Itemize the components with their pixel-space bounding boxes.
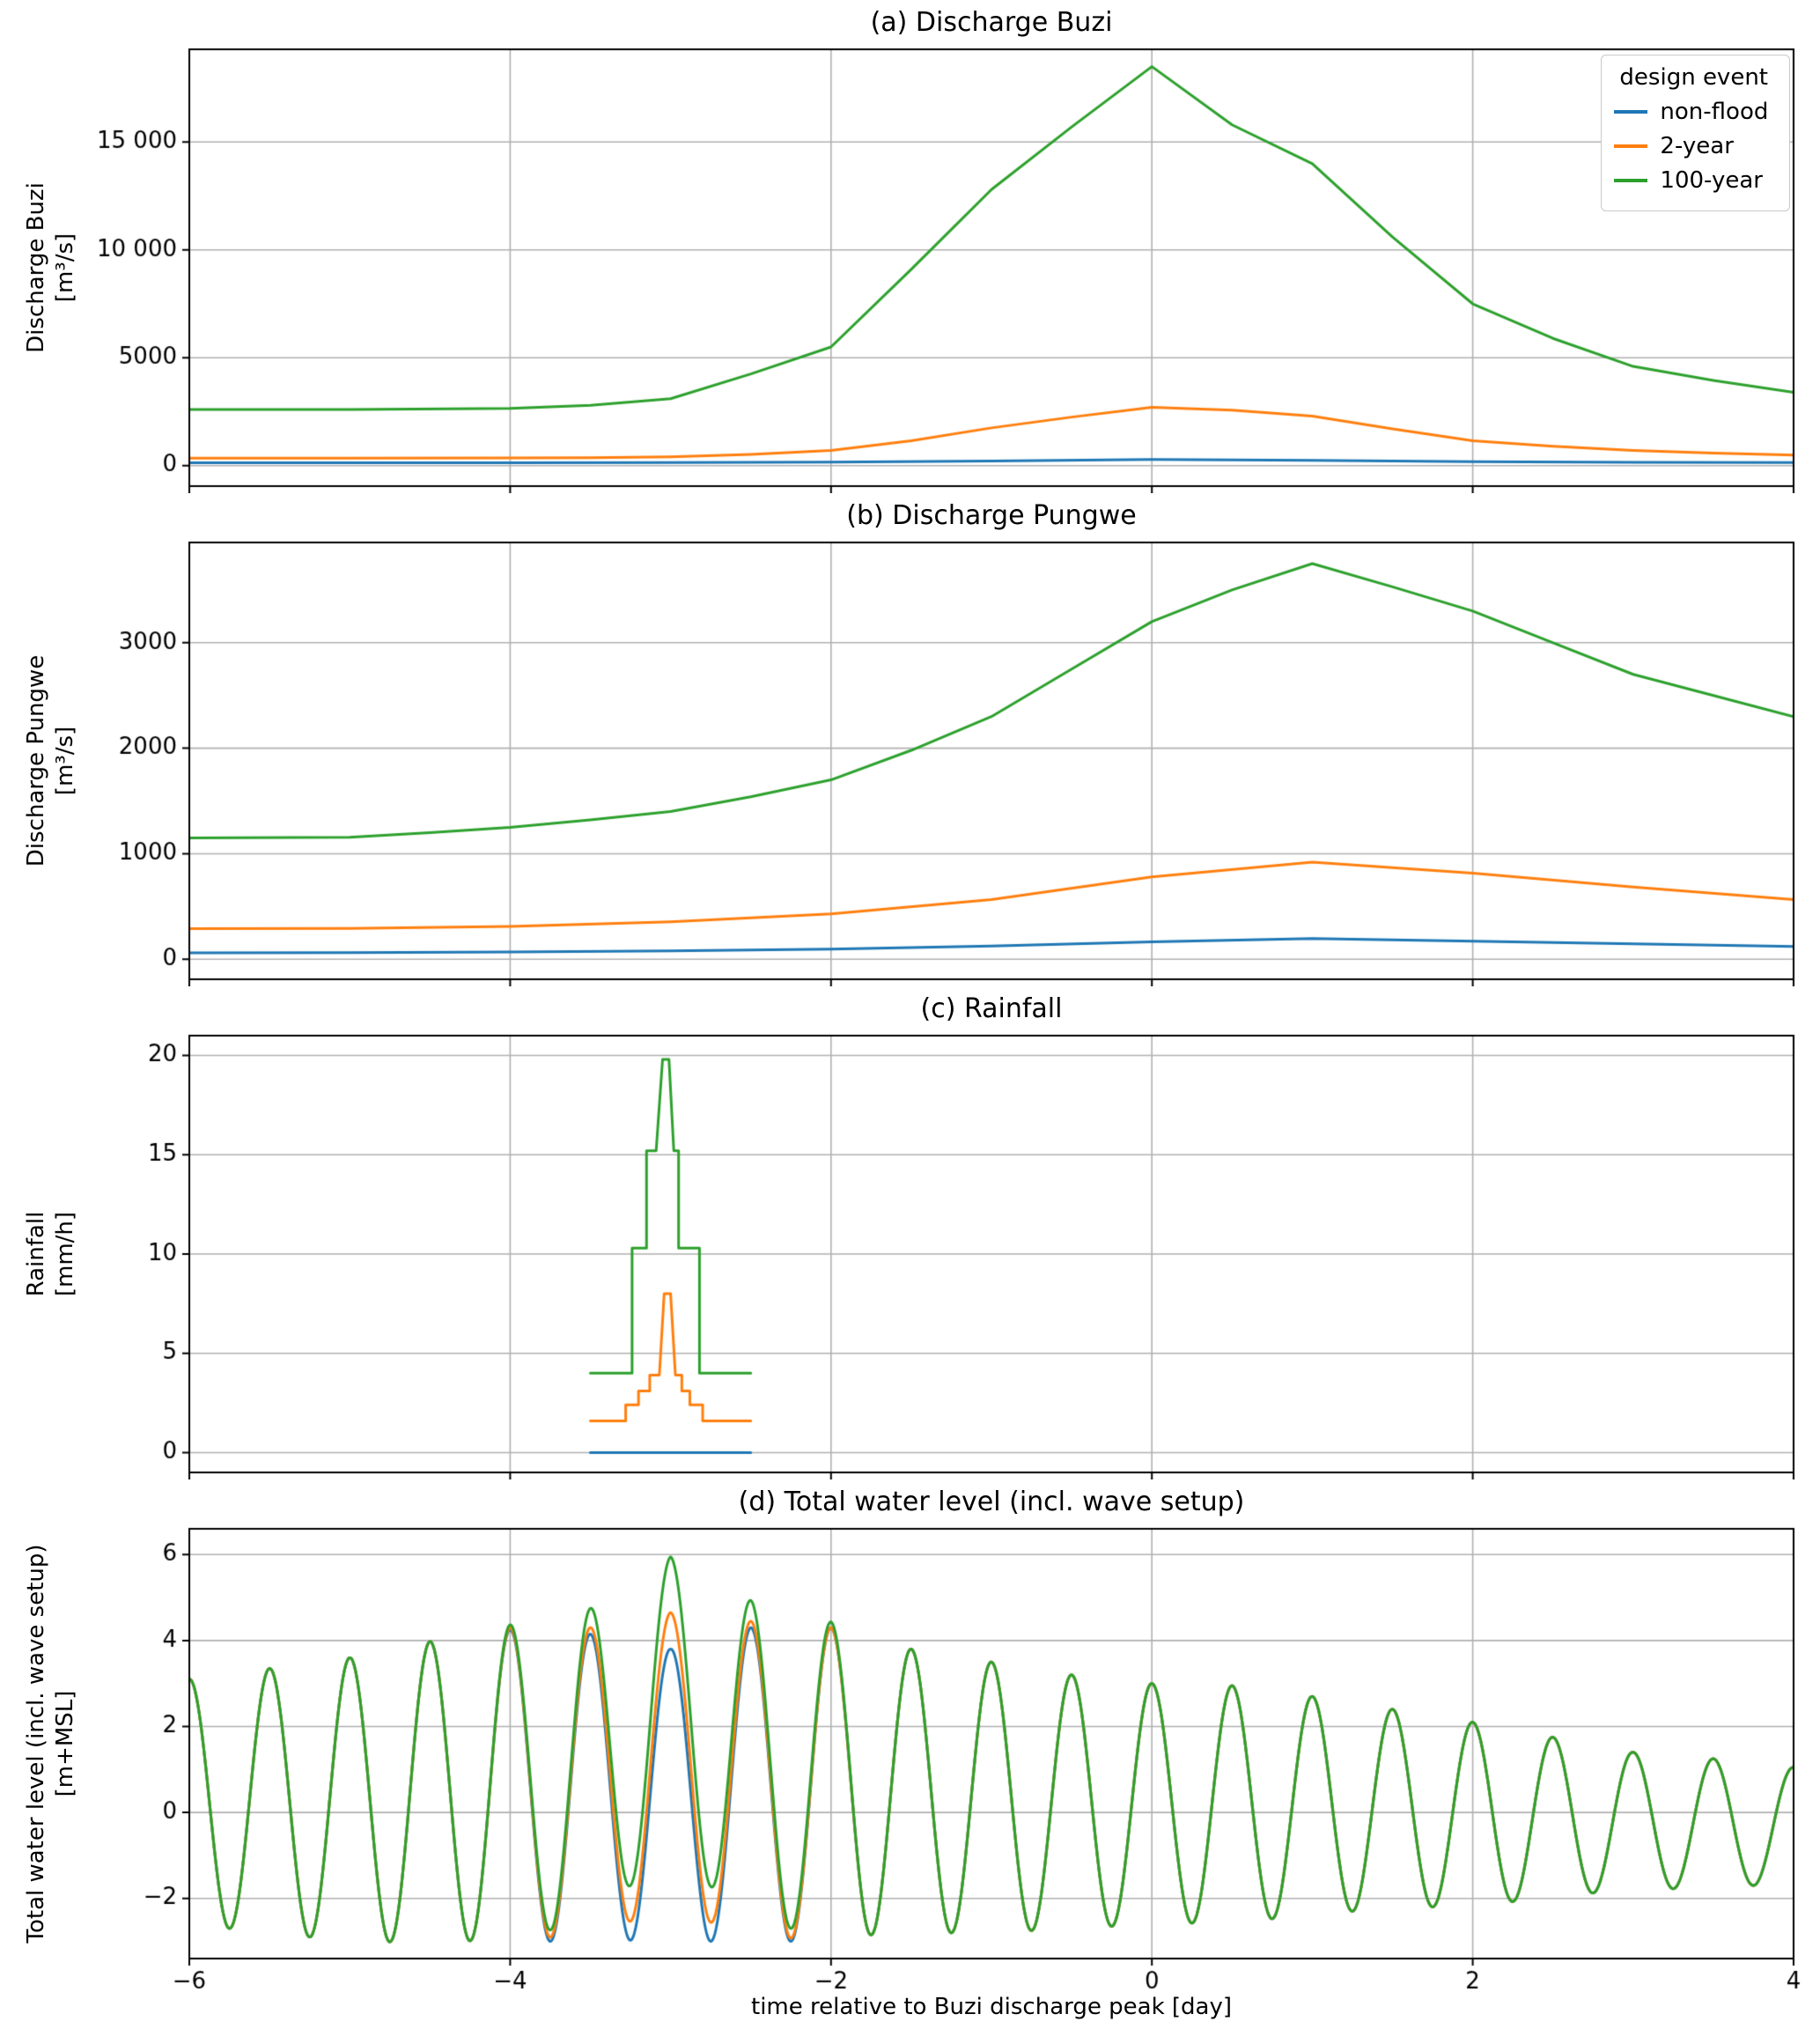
legend-entry-2-year: 2-year — [1614, 133, 1773, 159]
panel-a-title: (a) Discharge Buzi — [870, 7, 1113, 38]
panel-c-title: (c) Rainfall — [920, 993, 1063, 1024]
rainfall-chart-canvas — [0, 986, 1820, 1479]
legend-line-swatch — [1614, 110, 1648, 114]
legend-entry-label: non-flood — [1660, 99, 1769, 125]
legend-entry-non-flood: non-flood — [1614, 99, 1773, 125]
legend-title: design event — [1619, 64, 1768, 91]
discharge-pungwe-chart-canvas — [0, 493, 1820, 986]
x-axis-label: time relative to Buzi discharge peak [da… — [751, 1994, 1232, 2020]
panel-total-water-level: (d) Total water level (incl. wave setup)… — [0, 1479, 1820, 2029]
panel-d-y-axis-label: Total water level (incl. wave setup) [m+… — [23, 1544, 78, 1944]
legend-entry-label: 100-year — [1660, 167, 1763, 194]
discharge-buzi-chart-canvas — [0, 0, 1820, 493]
legend-entry-label: 2-year — [1660, 133, 1734, 159]
panel-discharge-pungwe: (b) Discharge Pungwe Discharge Pungwe [m… — [0, 493, 1820, 986]
panel-discharge-buzi: (a) Discharge Buzi Discharge Buzi [m³/s]… — [0, 0, 1820, 493]
legend-line-swatch — [1614, 179, 1648, 182]
panel-b-y-axis-label: Discharge Pungwe [m³/s] — [23, 654, 78, 867]
legend: design event non-flood 2-year 100-year — [1601, 55, 1790, 211]
panel-rainfall: (c) Rainfall Rainfall [mm/h] — [0, 986, 1820, 1479]
panel-a-y-axis-label: Discharge Buzi [m³/s] — [23, 182, 78, 353]
legend-entries: non-flood 2-year 100-year — [1614, 99, 1773, 194]
legend-entry-100-year: 100-year — [1614, 167, 1773, 194]
legend-line-swatch — [1614, 144, 1648, 148]
panel-c-y-axis-label: Rainfall [mm/h] — [23, 1211, 78, 1297]
panel-b-title: (b) Discharge Pungwe — [846, 500, 1137, 531]
total-water-level-chart-canvas — [0, 1479, 1820, 2029]
panel-d-title: (d) Total water level (incl. wave setup) — [738, 1487, 1245, 1517]
